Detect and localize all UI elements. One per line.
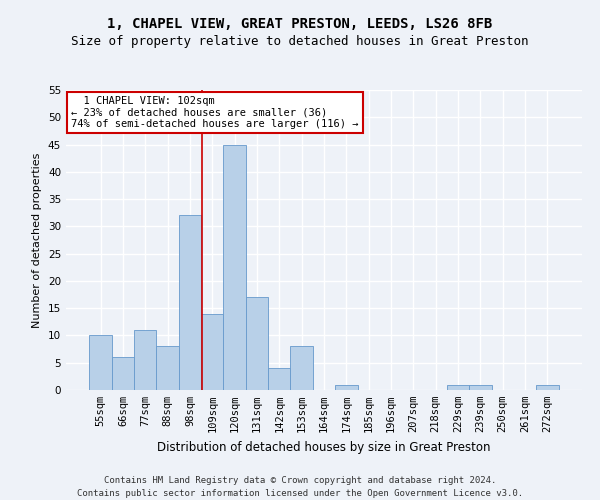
Bar <box>469 384 491 390</box>
Bar <box>134 330 157 390</box>
Bar <box>246 298 268 390</box>
Bar <box>268 368 290 390</box>
Bar <box>157 346 179 390</box>
Bar <box>335 384 358 390</box>
Bar <box>201 314 223 390</box>
Text: 1 CHAPEL VIEW: 102sqm
← 23% of detached houses are smaller (36)
74% of semi-deta: 1 CHAPEL VIEW: 102sqm ← 23% of detached … <box>71 96 359 129</box>
Text: Contains HM Land Registry data © Crown copyright and database right 2024.
Contai: Contains HM Land Registry data © Crown c… <box>77 476 523 498</box>
Bar <box>112 358 134 390</box>
Y-axis label: Number of detached properties: Number of detached properties <box>32 152 43 328</box>
Bar <box>447 384 469 390</box>
Bar <box>536 384 559 390</box>
Bar <box>223 144 246 390</box>
Bar <box>179 216 201 390</box>
Bar <box>290 346 313 390</box>
X-axis label: Distribution of detached houses by size in Great Preston: Distribution of detached houses by size … <box>157 440 491 454</box>
Text: Size of property relative to detached houses in Great Preston: Size of property relative to detached ho… <box>71 35 529 48</box>
Text: 1, CHAPEL VIEW, GREAT PRESTON, LEEDS, LS26 8FB: 1, CHAPEL VIEW, GREAT PRESTON, LEEDS, LS… <box>107 18 493 32</box>
Bar <box>89 336 112 390</box>
